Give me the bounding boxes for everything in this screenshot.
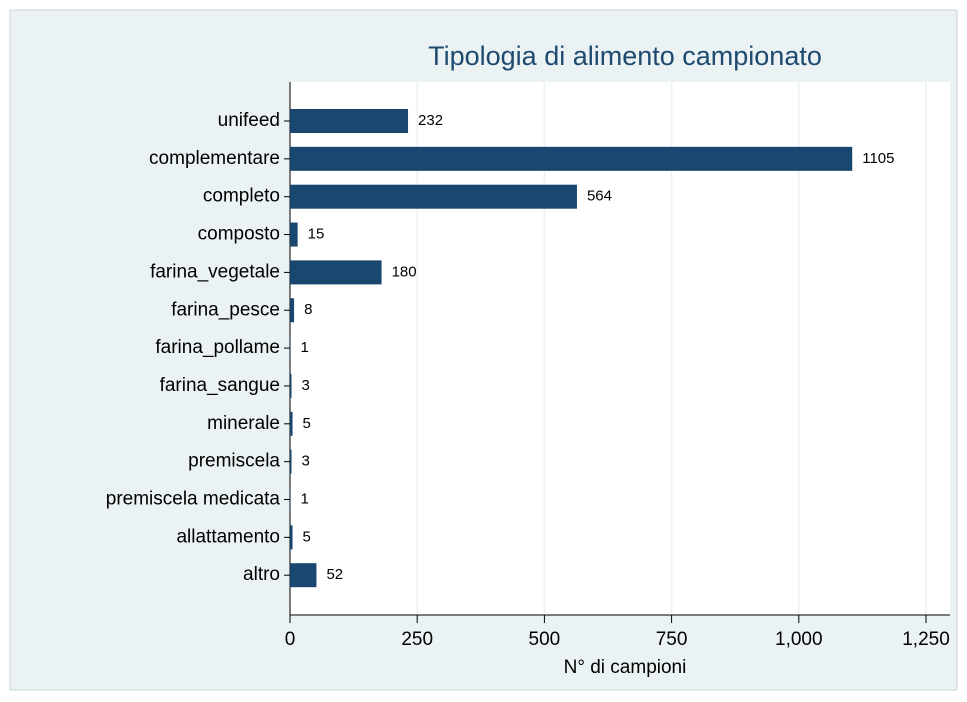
bar	[290, 563, 317, 588]
value-label: 1	[301, 339, 309, 356]
y-tick-label: farina_pesce	[171, 299, 280, 320]
bar	[290, 260, 382, 285]
x-tick-label: 1,000	[775, 629, 823, 650]
y-tick-label: farina_vegetale	[150, 261, 280, 282]
bar	[290, 449, 292, 474]
bar	[290, 146, 853, 171]
x-tick-label: 500	[529, 629, 561, 650]
value-label: 1105	[862, 150, 894, 167]
y-tick-label: unifeed	[218, 110, 280, 131]
bar	[290, 298, 295, 323]
bar	[290, 525, 293, 550]
bar	[290, 487, 291, 512]
bar	[290, 109, 409, 133]
value-label: 180	[392, 263, 417, 280]
bar	[290, 336, 291, 361]
x-tick-label: 250	[401, 629, 433, 650]
bar	[290, 373, 292, 398]
bar	[290, 184, 577, 209]
y-tick-label: completo	[203, 186, 280, 207]
bar	[290, 222, 298, 247]
value-label: 564	[587, 188, 612, 205]
x-tick-label: 1,250	[902, 629, 950, 650]
value-label: 15	[308, 226, 325, 243]
chart-title: Tipologia di alimento campionato	[428, 41, 822, 71]
x-tick-label: 750	[656, 629, 688, 650]
value-label: 8	[304, 301, 312, 318]
x-tick-label: 0	[285, 629, 296, 650]
y-tick-label: composto	[198, 224, 280, 245]
value-label: 1	[301, 490, 309, 507]
y-tick-label: allattamento	[176, 526, 280, 547]
x-axis-title: N° di campioni	[564, 657, 687, 678]
value-label: 5	[303, 528, 311, 545]
value-label: 5	[303, 415, 311, 432]
y-tick-label: complementare	[149, 148, 280, 169]
value-label: 3	[302, 377, 310, 394]
y-tick-label: premiscela medicata	[106, 489, 281, 510]
y-tick-label: farina_sangue	[160, 375, 280, 396]
y-tick-label: minerale	[207, 413, 280, 434]
y-tick-label: farina_pollame	[155, 337, 280, 358]
value-label: 3	[302, 453, 310, 470]
y-tick-label: premiscela	[188, 451, 280, 472]
y-tick-label: altro	[243, 564, 280, 585]
value-label: 52	[326, 566, 343, 583]
bar	[290, 411, 293, 436]
value-label: 232	[418, 112, 443, 129]
